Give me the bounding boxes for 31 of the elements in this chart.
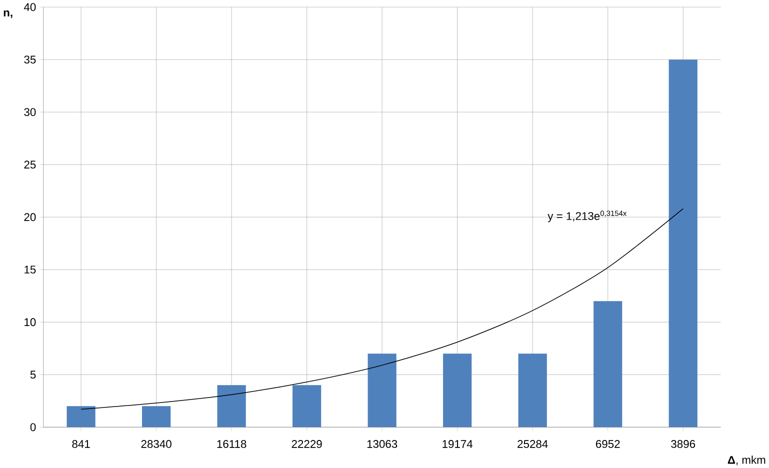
x-tick-label: 25284 — [518, 440, 548, 448]
bar — [443, 354, 472, 428]
bar — [518, 354, 547, 428]
x-axis-title: Δ, mkm — [728, 456, 766, 466]
x-tick-label: 16118 — [217, 440, 246, 448]
x-tick-label: 28340 — [141, 440, 172, 448]
x-tick-label: 22229 — [292, 440, 322, 448]
y-tick-label: 10 — [24, 318, 36, 326]
bar — [142, 406, 171, 428]
x-tick-label: 19174 — [442, 440, 473, 448]
y-tick-label: 5 — [30, 370, 36, 378]
bar — [217, 385, 246, 428]
x-tick-label: 6952 — [596, 440, 620, 448]
x-tick-label: 841 — [72, 440, 90, 448]
y-tick-label: 25 — [24, 160, 36, 168]
y-tick-label: 40 — [24, 2, 36, 11]
bar — [594, 300, 622, 428]
bar — [66, 406, 96, 428]
x-tick-label: 3896 — [671, 440, 696, 448]
y-tick-label: 35 — [24, 55, 36, 64]
line-series — [80, 208, 684, 410]
y-tick-label: 15 — [24, 266, 36, 274]
annotation: y = 1,213e$^{0,3154x}$ — [548, 210, 627, 222]
y-tick-label: 0 — [30, 423, 36, 431]
y-axis-title: n, — [4, 10, 12, 18]
y-tick-label: 20 — [24, 213, 36, 221]
bar — [668, 59, 698, 428]
bar — [368, 354, 396, 428]
bar — [292, 385, 322, 428]
y-tick-label: 30 — [24, 108, 36, 116]
x-tick-label: 13063 — [367, 440, 398, 448]
